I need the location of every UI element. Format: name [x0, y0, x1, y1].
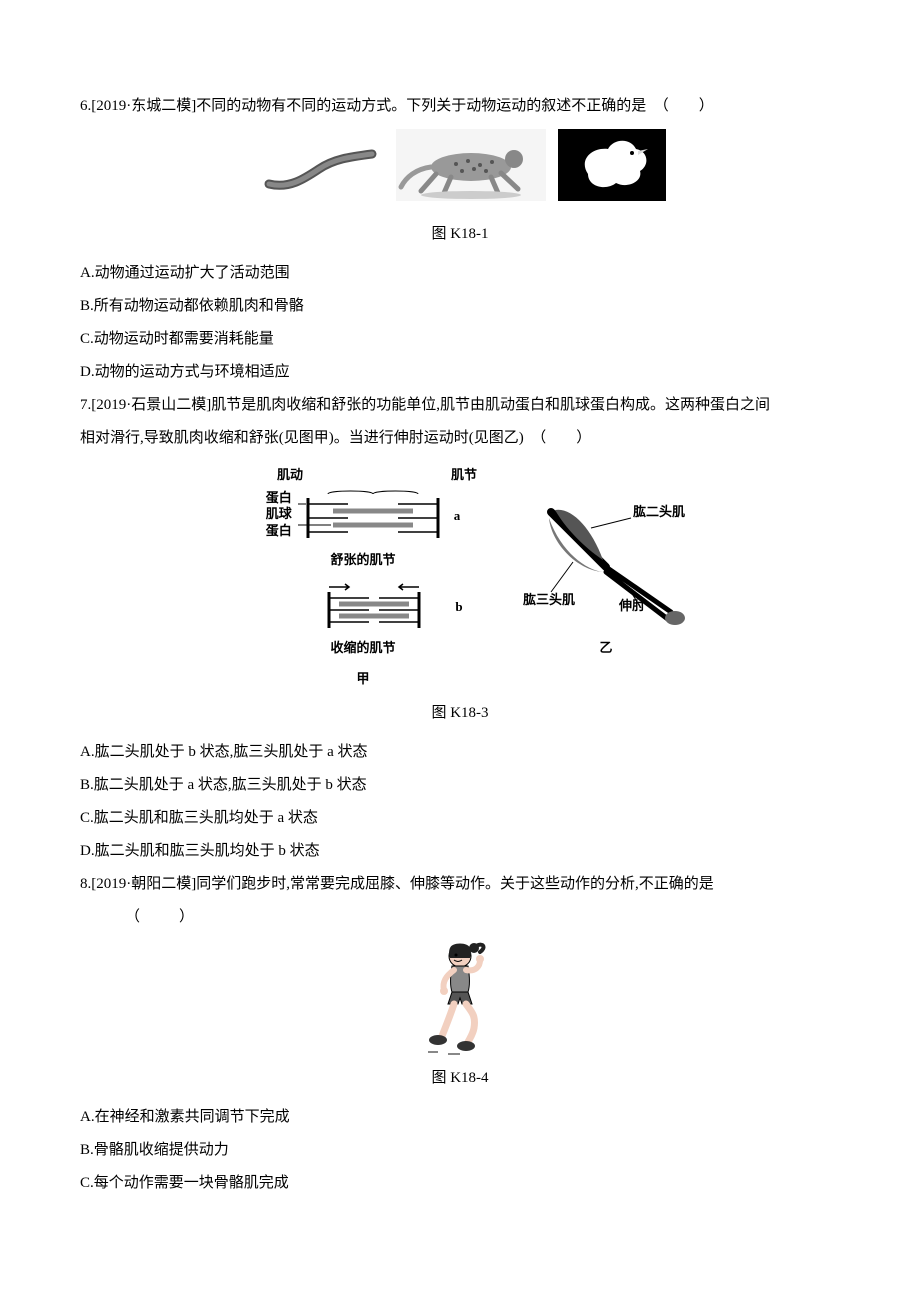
q7-arm-column: 肱二头肌 肱三头肌 伸肘 乙 [521, 492, 691, 663]
q6-img-worm [254, 129, 384, 214]
q7-diagram: 肌动 肌节 蛋白 肌球 蛋白 [80, 461, 840, 693]
q8-option-b: B.骨骼肌收缩提供动力 [80, 1134, 840, 1167]
q7-option-b: B.肱二头肌处于 a 状态,肱三头肌处于 b 状态 [80, 769, 840, 802]
q7-label-jijie: 肌节 [451, 461, 477, 490]
q8-option-c: C.每个动作需要一块骨骼肌完成 [80, 1167, 840, 1200]
q6-figure-row [80, 129, 840, 214]
q6-img-dove [558, 129, 666, 214]
q7-stem-line2: 相对滑行,导致肌肉收缩和舒张(见图甲)。当进行伸肘运动时(见图乙) （ ） [80, 422, 840, 455]
q7-svg-triceps: 肱三头肌 [523, 592, 575, 607]
q6-stem: 6.[2019·东城二模]不同的动物有不同的运动方式。下列关于动物运动的叙述不正… [80, 90, 840, 123]
q7-option-c: C.肱二头肌和肱三头肌均处于 a 状态 [80, 802, 840, 835]
q7-stem-line1: 7.[2019·石景山二模]肌节是肌肉收缩和舒张的功能单位,肌节由肌动蛋白和肌球… [80, 389, 840, 422]
q7-figure-caption: 图 K18-3 [80, 697, 840, 730]
q6-option-a: A.动物通过运动扩大了活动范围 [80, 257, 840, 290]
q7-label-relaxed: 舒张的肌节 [330, 546, 395, 575]
q7-label-a: a [454, 502, 461, 531]
q7-label-danbai-2: 蛋白 [266, 523, 292, 540]
q8-paren: （ ） [80, 901, 840, 934]
q6-figure-caption: 图 K18-1 [80, 218, 840, 251]
q8-figure-caption: 图 K18-4 [80, 1062, 840, 1095]
q8-stem: 8.[2019·朝阳二模]同学们跑步时,常常要完成屈膝、伸膝等动作。关于这些动作… [80, 868, 840, 901]
q6-option-d: D.动物的运动方式与环境相适应 [80, 356, 840, 389]
q8-figure [80, 938, 840, 1058]
q7-svg-biceps: 肱二头肌 [633, 504, 685, 519]
q7-label-yi: 乙 [599, 634, 612, 663]
q8-option-a: A.在神经和激素共同调节下完成 [80, 1101, 840, 1134]
q7-sarcomere-column: 肌动 肌节 蛋白 肌球 蛋白 [229, 461, 497, 693]
q7-label-jia: 甲 [356, 665, 369, 694]
q7-svg-extend: 伸肘 [618, 598, 645, 613]
q6-img-cheetah [396, 129, 546, 214]
q7-label-danbai-1: 蛋白 [266, 490, 292, 507]
q6-option-b: B.所有动物运动都依赖肌肉和骨骼 [80, 290, 840, 323]
q7-option-a: A.肱二头肌处于 b 状态,肱三头肌处于 a 状态 [80, 736, 840, 769]
q7-option-d: D.肱二头肌和肱三头肌均处于 b 状态 [80, 835, 840, 868]
q6-option-c: C.动物运动时都需要消耗能量 [80, 323, 840, 356]
q7-label-jiqiu: 肌球 [266, 506, 292, 523]
q7-label-b: b [455, 593, 462, 622]
q7-label-contracted: 收缩的肌节 [330, 634, 395, 663]
q7-label-jidong: 肌动 [277, 461, 303, 490]
